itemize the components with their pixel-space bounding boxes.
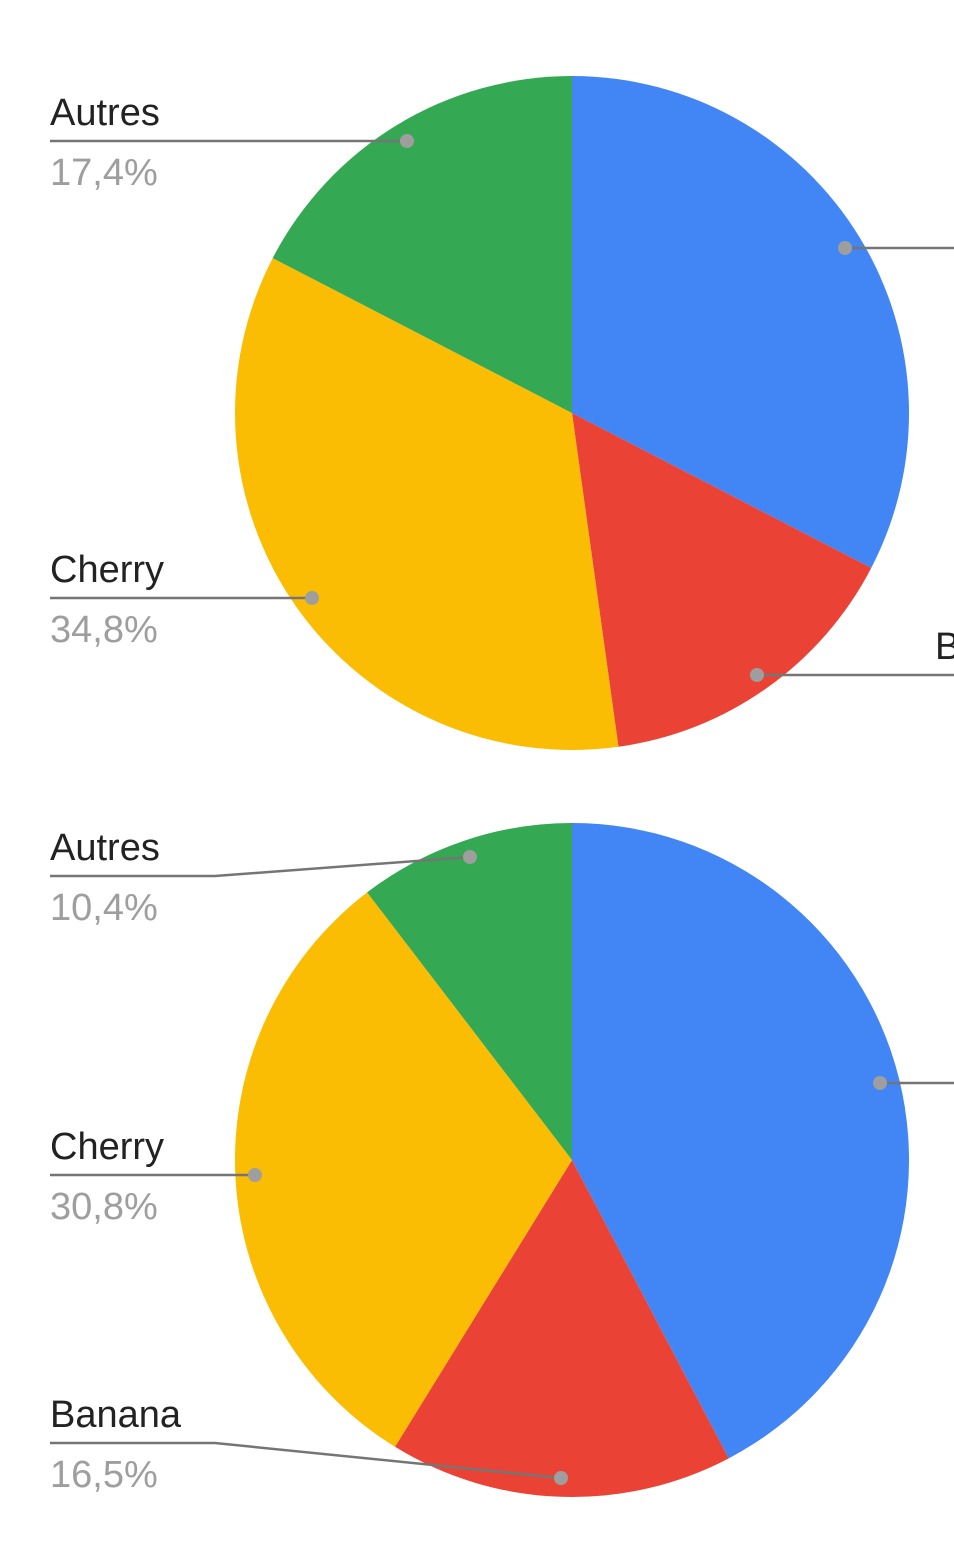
- slice-value: 10,4%: [50, 887, 158, 929]
- leader-line: [50, 1441, 562, 1480]
- pie-slice: [272, 76, 572, 413]
- slice-label: Banana: [935, 626, 954, 668]
- leader-dot: [248, 1168, 262, 1182]
- slice-value: 17,4%: [50, 152, 158, 194]
- slice-value: 16,5%: [50, 1454, 158, 1496]
- leader-dot: [305, 591, 319, 605]
- pie-slice: [572, 413, 872, 747]
- leader-line: [50, 855, 471, 878]
- leader-dot: [750, 668, 764, 682]
- slice-label: Banana: [50, 1394, 182, 1436]
- slice-label: Cherry: [50, 1126, 164, 1168]
- slice-value: 34,8%: [50, 609, 158, 651]
- pie-slice: [395, 1160, 729, 1497]
- pie-slice: [572, 76, 910, 568]
- slice-value: 30,8%: [50, 1186, 158, 1228]
- slice-label: Autres: [50, 92, 160, 134]
- leader-dot: [400, 134, 414, 148]
- slice-label: Autres: [50, 827, 160, 869]
- leader-dot: [838, 241, 852, 255]
- leader-dot: [554, 1471, 568, 1485]
- slice-label: Cherry: [50, 549, 164, 591]
- pie-slice: [572, 823, 909, 1459]
- pie-slice: [367, 823, 572, 1160]
- pie-slice: [235, 892, 572, 1447]
- leader-dot: [873, 1076, 887, 1090]
- leader-dot: [463, 850, 477, 864]
- pie-slice: [235, 258, 619, 750]
